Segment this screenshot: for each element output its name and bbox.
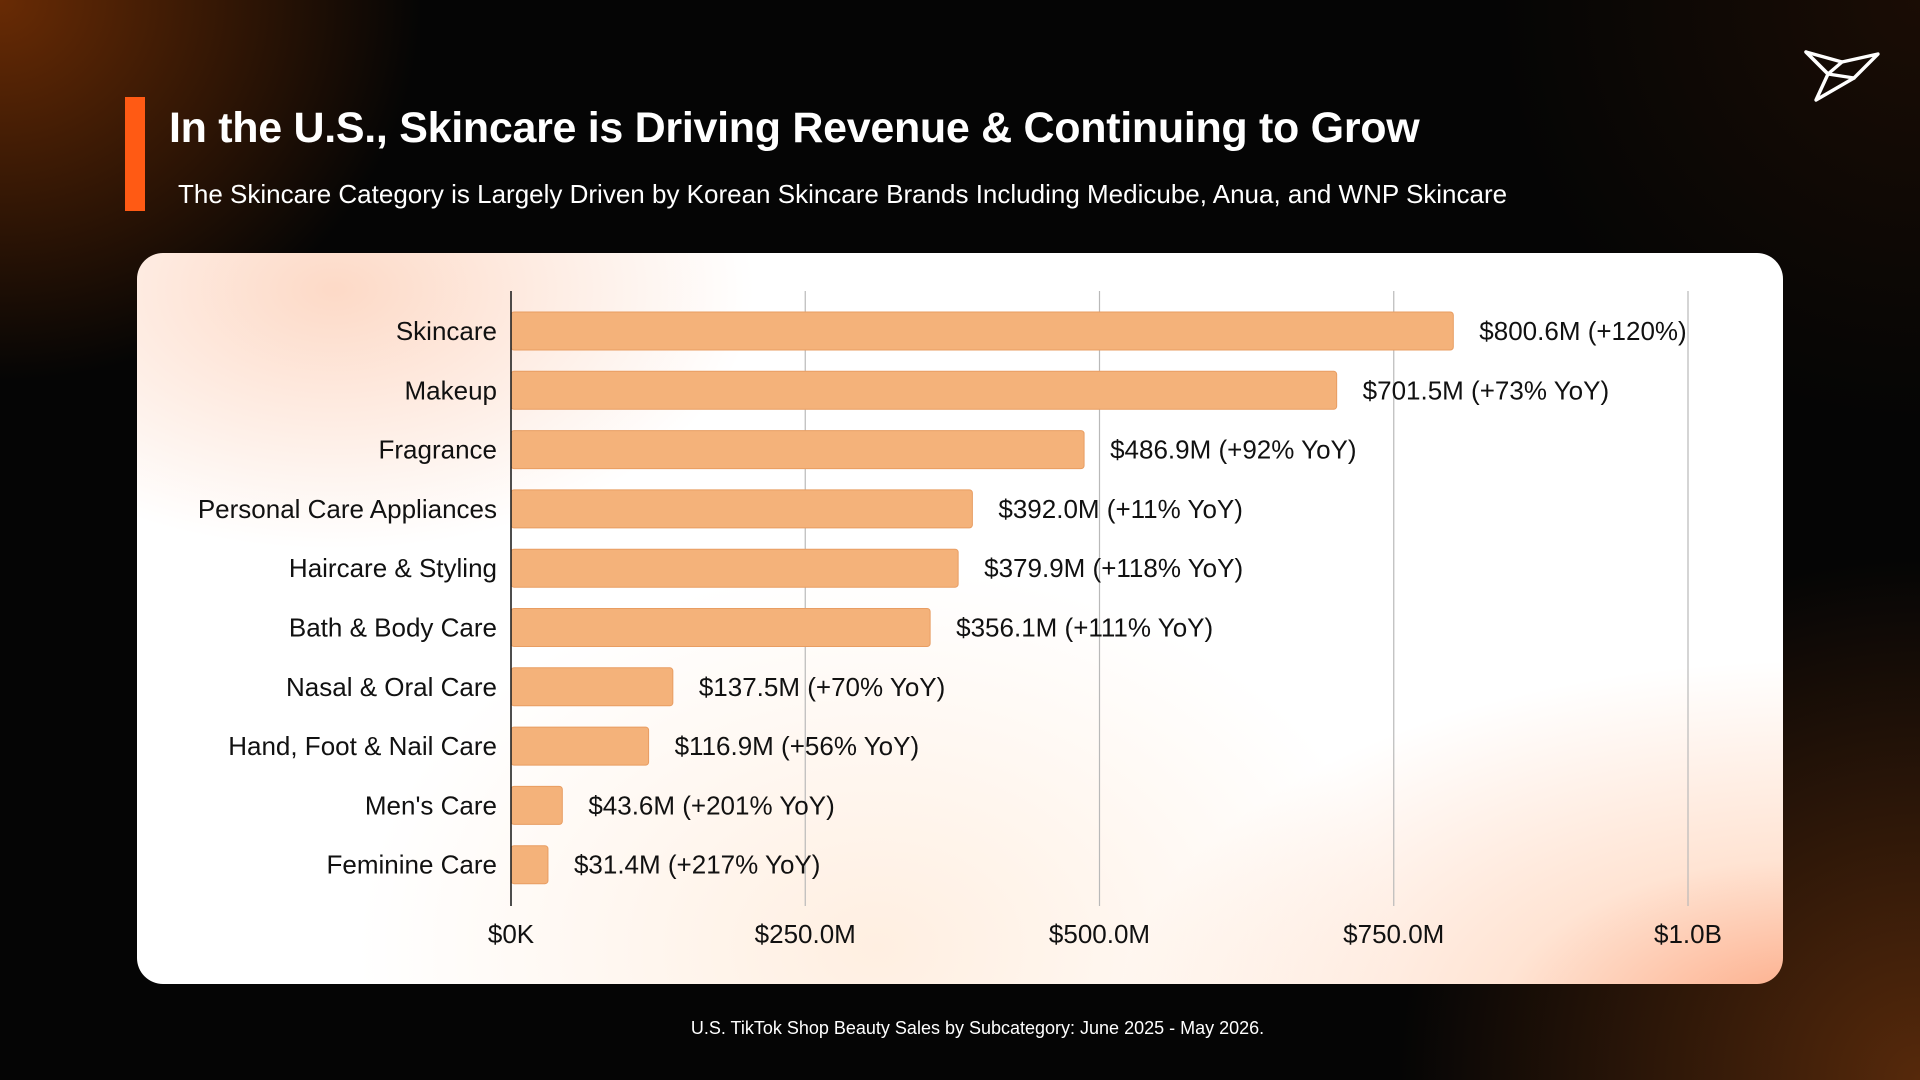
bar (510, 489, 973, 529)
title-accent-bar (125, 97, 145, 211)
x-tick-label: $0K (488, 919, 535, 949)
data-label: $800.6M (+120%) (1479, 316, 1686, 346)
x-tick-label: $1.0B (1654, 919, 1722, 949)
bar (510, 845, 549, 885)
category-label: Hand, Foot & Nail Care (228, 731, 497, 761)
x-tick-label: $500.0M (1049, 919, 1150, 949)
category-label: Fragrance (379, 435, 498, 465)
category-label: Bath & Body Care (289, 613, 497, 643)
category-label: Personal Care Appliances (198, 494, 497, 524)
paper-bird-logo-icon (1804, 50, 1880, 102)
category-label: Skincare (396, 316, 497, 346)
bar (510, 608, 931, 647)
x-tick-label: $250.0M (755, 919, 856, 949)
bar (510, 726, 650, 766)
x-tick-label: $750.0M (1343, 919, 1444, 949)
data-label: $379.9M (+118% YoY) (984, 553, 1243, 583)
data-label: $486.9M (+92% YoY) (1110, 435, 1356, 465)
bar (510, 785, 563, 825)
data-label: $137.5M (+70% YoY) (699, 672, 945, 702)
category-label: Makeup (405, 375, 498, 405)
bar (510, 548, 959, 588)
category-label: Haircare & Styling (289, 553, 497, 583)
data-label: $356.1M (+111% YoY) (956, 613, 1213, 643)
page-subtitle: The Skincare Category is Largely Driven … (178, 179, 1508, 209)
chart-card: Skincare $800.6M (+120%) Makeup $701.5M (+7… (137, 253, 1783, 984)
chart-caption: U.S. TikTok Shop Beauty Sales by Subcate… (690, 1018, 1265, 1038)
category-label: Feminine Care (326, 850, 497, 880)
data-label: $392.0M (+11% YoY) (998, 494, 1243, 524)
bar (510, 667, 674, 707)
category-label: Nasal & Oral Care (286, 672, 497, 702)
data-label: $31.4M (+217% YoY) (574, 850, 820, 880)
data-label: $701.5M (+73% YoY) (1363, 375, 1609, 405)
data-label: $43.6M (+201% YoY) (588, 790, 834, 820)
bar-chart: Skincare $800.6M (+120%) Makeup $701.5M (+7… (198, 291, 1722, 949)
bar (510, 370, 1338, 410)
category-label: Men's Care (365, 790, 497, 820)
bar (510, 311, 1454, 351)
data-label: $116.9M (+56% YoY) (675, 731, 920, 761)
page-title: In the U.S., Skincare is Driving Revenue… (169, 104, 1420, 152)
bar (510, 430, 1085, 470)
